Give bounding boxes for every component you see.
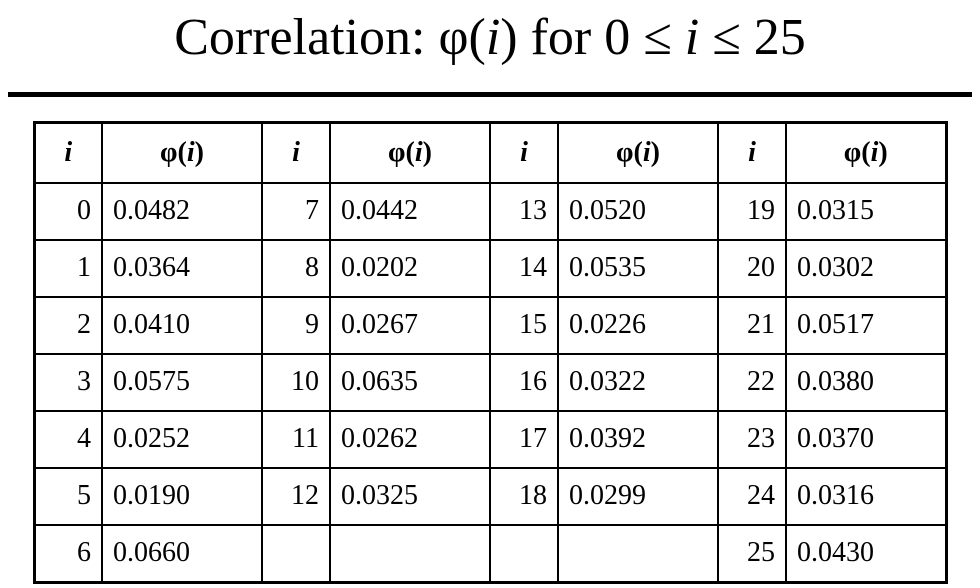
header-phi: φ(i) [329, 121, 491, 184]
cell-phi: 0.0226 [557, 295, 719, 355]
cell-i: 5 [33, 466, 103, 526]
cell-i: 18 [489, 466, 559, 526]
cell-i: 22 [717, 352, 787, 412]
cell-i: 12 [261, 466, 331, 526]
cell-i: 25 [717, 523, 787, 584]
cell-i: 10 [261, 352, 331, 412]
table-row: 3 0.0575 10 0.0635 16 0.0322 22 0.0380 [33, 352, 947, 412]
title-rule [8, 91, 972, 97]
cell-phi: 0.0316 [785, 466, 947, 526]
cell-phi: 0.0190 [101, 466, 263, 526]
cell-phi: 0.0430 [785, 523, 947, 584]
cell-i: 24 [717, 466, 787, 526]
cell-phi: 0.0364 [101, 238, 263, 298]
header-phi-i: i [414, 136, 423, 168]
header-phi-i: i [870, 136, 879, 168]
title-text: Correlation: [174, 9, 439, 66]
cell-i: 23 [717, 409, 787, 469]
cell-i: 13 [489, 181, 559, 241]
cell-i: 14 [489, 238, 559, 298]
cell-i: 6 [33, 523, 103, 584]
table-row: 4 0.0252 11 0.0262 17 0.0392 23 0.0370 [33, 409, 947, 469]
cell-i: 15 [489, 295, 559, 355]
table-row: 6 0.0660 25 0.0430 [33, 523, 947, 584]
cell-i [489, 523, 559, 584]
cell-i: 19 [717, 181, 787, 241]
table-header-row: i φ(i) i φ(i) i φ(i) i φ(i) [33, 121, 947, 184]
header-phi-i: i [642, 136, 651, 168]
header-i: i [33, 121, 103, 184]
table-row: 0 0.0482 7 0.0442 13 0.0520 19 0.0315 [33, 181, 947, 241]
table-row: 5 0.0190 12 0.0325 18 0.0299 24 0.0316 [33, 466, 947, 526]
cell-phi: 0.0575 [101, 352, 263, 412]
cell-phi: 0.0380 [785, 352, 947, 412]
cell-phi: 0.0299 [557, 466, 719, 526]
header-phi-open: φ( [616, 136, 643, 168]
header-phi-close: ) [650, 136, 660, 168]
cell-i: 4 [33, 409, 103, 469]
cell-i: 17 [489, 409, 559, 469]
cell-phi [557, 523, 719, 584]
header-phi-open: φ( [388, 136, 415, 168]
cell-i: 0 [33, 181, 103, 241]
cell-i: 8 [261, 238, 331, 298]
header-phi-i: i [186, 136, 195, 168]
cell-phi: 0.0660 [101, 523, 263, 584]
cell-i: 20 [717, 238, 787, 298]
header-i: i [261, 121, 331, 184]
header-phi-close: ) [194, 136, 204, 168]
title-range: ≤ 25 [699, 9, 806, 66]
header-phi: φ(i) [785, 121, 947, 184]
cell-phi: 0.0302 [785, 238, 947, 298]
cell-i: 9 [261, 295, 331, 355]
cell-i: 3 [33, 352, 103, 412]
cell-phi: 0.0535 [557, 238, 719, 298]
header-phi-open: φ( [160, 136, 187, 168]
cell-i: 16 [489, 352, 559, 412]
cell-i: 2 [33, 295, 103, 355]
cell-i: 11 [261, 409, 331, 469]
header-phi-close: ) [422, 136, 432, 168]
cell-phi: 0.0315 [785, 181, 947, 241]
correlation-table: i φ(i) i φ(i) i φ(i) i φ(i) 0 0.0482 7 0… [32, 120, 948, 584]
table-row: 1 0.0364 8 0.0202 14 0.0535 20 0.0302 [33, 238, 947, 298]
table-row: 2 0.0410 9 0.0267 15 0.0226 21 0.0517 [33, 295, 947, 355]
slide-title: Correlation: φ(i) for 0 ≤ i ≤ 25 [0, 0, 980, 68]
title-phi: φ( [438, 9, 486, 66]
cell-i: 21 [717, 295, 787, 355]
cell-i: 7 [261, 181, 331, 241]
cell-phi: 0.0482 [101, 181, 263, 241]
cell-i: 1 [33, 238, 103, 298]
cell-phi: 0.0520 [557, 181, 719, 241]
cell-phi: 0.0517 [785, 295, 947, 355]
title-i-variable: i [684, 9, 700, 66]
header-phi-open: φ( [843, 136, 871, 168]
cell-phi: 0.0392 [557, 409, 719, 469]
cell-phi: 0.0442 [329, 181, 491, 241]
cell-phi: 0.0267 [329, 295, 491, 355]
cell-phi: 0.0262 [329, 409, 491, 469]
header-i: i [489, 121, 559, 184]
cell-phi: 0.0322 [557, 352, 719, 412]
header-i: i [717, 121, 787, 184]
cell-phi: 0.0252 [101, 409, 263, 469]
header-phi-close: ) [878, 136, 888, 168]
header-phi: φ(i) [101, 121, 263, 184]
cell-i [261, 523, 331, 584]
cell-phi: 0.0202 [329, 238, 491, 298]
header-phi: φ(i) [557, 121, 719, 184]
cell-phi: 0.0410 [101, 295, 263, 355]
title-mid: ) for 0 ≤ [500, 9, 685, 66]
cell-phi: 0.0635 [329, 352, 491, 412]
cell-phi: 0.0370 [785, 409, 947, 469]
cell-phi [329, 523, 491, 584]
title-i-variable: i [485, 9, 501, 66]
cell-phi: 0.0325 [329, 466, 491, 526]
